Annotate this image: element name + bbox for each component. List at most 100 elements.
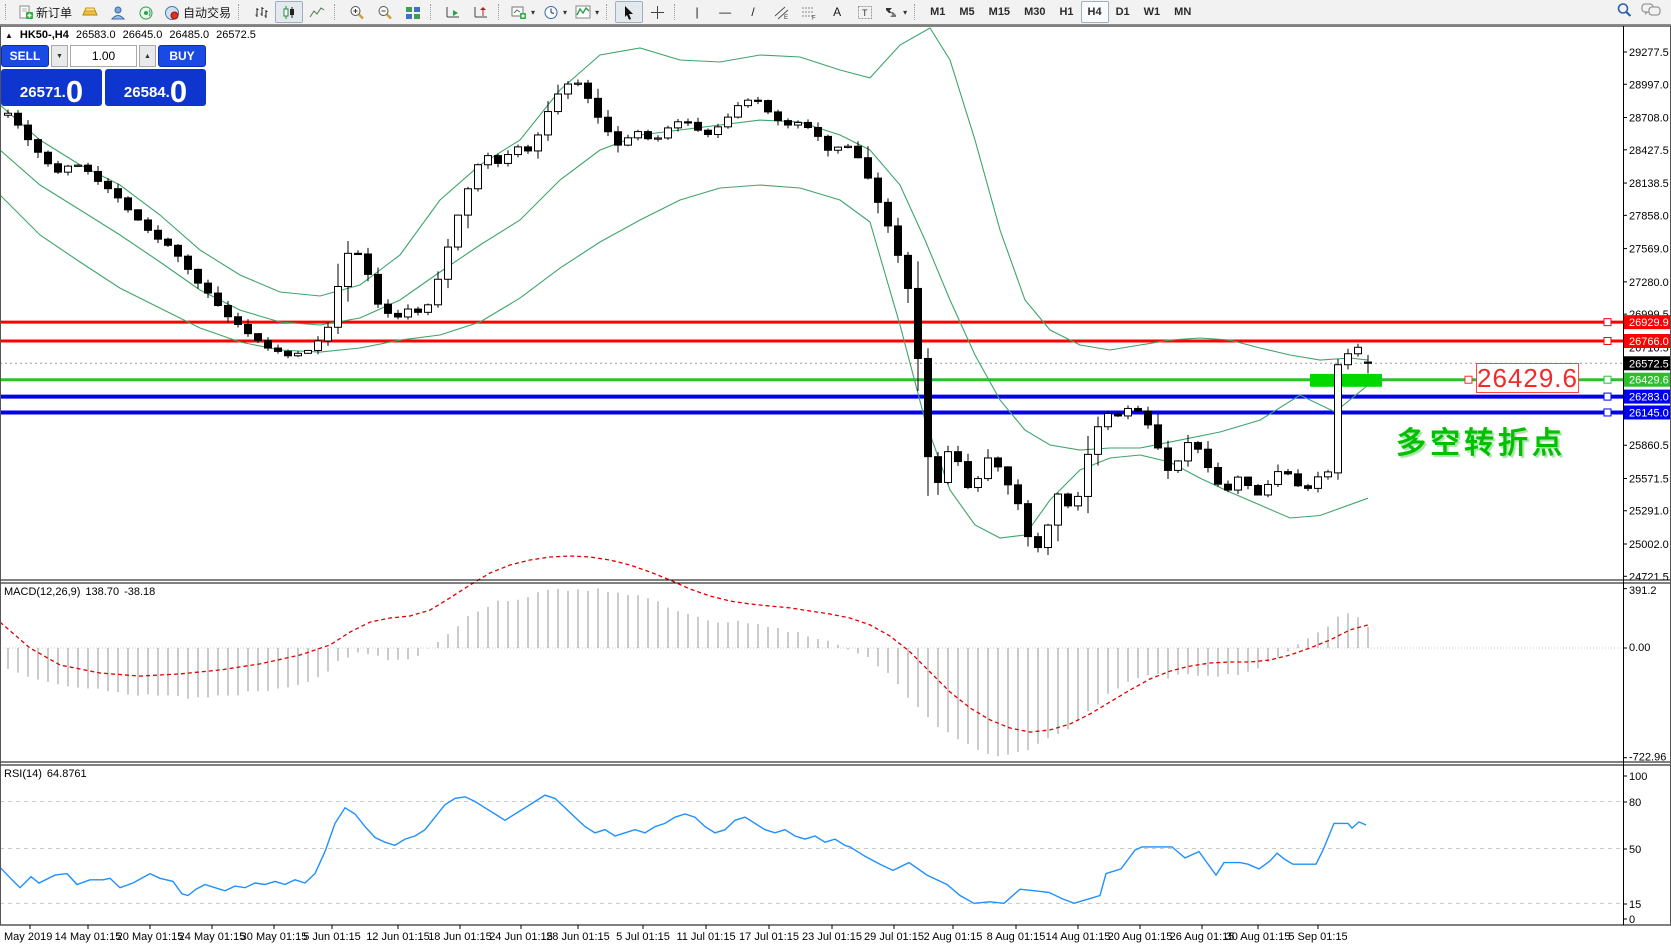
sell-price-big: 0 [65,73,84,109]
candle-body [554,93,562,113]
candle-body [604,116,612,133]
candle-body [504,154,512,164]
profile-button[interactable] [104,1,132,23]
candle-body [1024,503,1032,538]
candle-body [1204,448,1212,468]
candle-body [954,451,962,463]
new-order-button[interactable]: 新订单 [14,1,76,23]
candle-body [1154,424,1162,449]
toolbar-separator [674,4,680,20]
chart-shift-button[interactable] [467,1,495,23]
text-tool[interactable]: A [823,1,851,23]
volume-increase-button[interactable]: ▲ [139,45,156,67]
candle-body [244,323,252,335]
bollinger-middle-line [0,119,1369,451]
profile-icon [110,5,126,20]
text-label-tool[interactable]: T [851,1,879,23]
candle-body [724,116,732,128]
line-chart-button[interactable] [303,1,331,23]
candle-body [974,478,982,489]
deposit-button[interactable] [76,1,104,23]
time-tick-label: 5 Sep 01:15 [1288,931,1347,943]
auto-scroll-button[interactable] [439,1,467,23]
zoom-out-button[interactable] [371,1,399,23]
rsi-value: 64.8761 [46,768,87,780]
candle-body [434,278,442,306]
zoom-in-button[interactable] [343,1,371,23]
cursor-button[interactable] [615,1,644,23]
chat-icon[interactable] [1641,2,1661,23]
volume-input[interactable]: 1.00 [70,45,137,67]
fibonacci-tool[interactable]: F [795,1,823,23]
search-icon[interactable] [1616,2,1633,23]
timeframe-MN[interactable]: MN [1174,6,1192,18]
candle-body [984,457,992,480]
channel-tool[interactable]: E [767,1,795,23]
candle-body [594,97,602,118]
candle-body [644,131,652,140]
timeframe-M15[interactable]: M15 [988,6,1011,18]
pivot-price-box[interactable]: 26429.6 [1476,362,1579,393]
buy-price[interactable]: 26584. 0 [105,69,206,107]
horizontal-line-tool[interactable]: — [711,1,739,23]
candles-layer [4,79,1372,556]
candle-body [754,99,762,102]
candle-body [194,268,202,284]
buy-button[interactable]: BUY [158,45,206,67]
candle-body [284,350,292,357]
axis-tick-label: 0 [1629,914,1635,926]
timeframe-W1[interactable]: W1 [1143,6,1161,18]
autotrade-button[interactable]: 自动交易 [160,1,235,23]
candle-body [164,238,172,246]
bollinger-upper-line [0,27,1369,361]
candle-body [364,253,372,275]
time-tick-label: 24 May 01:15 [179,931,246,943]
crosshair-button[interactable] [643,1,671,23]
trendline-tool[interactable]: / [739,1,767,23]
axis-tick-label: 28427.5 [1629,145,1669,157]
tile-windows-button[interactable] [399,1,427,23]
volume-decrease-button[interactable]: ▼ [51,45,68,67]
chart-shift-icon [473,5,489,20]
candle-body [1364,361,1372,364]
price-axis[interactable]: 29277.5 28997.0 28708.0 28427.5 28138.5 27858… [1623,47,1670,926]
collapse-icon[interactable]: ▲ [5,30,13,40]
candle-body [704,129,712,136]
vertical-line-tool[interactable]: | [683,1,711,23]
candle-body [614,131,622,146]
pivot-note-text[interactable]: 多空转折点 [1396,427,1566,460]
candle-body [1214,466,1222,485]
candle-body [484,155,492,166]
candle-body [14,112,22,126]
timeframe-M1[interactable]: M1 [930,6,946,18]
candle-body [824,135,832,151]
highlight-rect[interactable] [1310,373,1382,387]
timeframe-D1[interactable]: D1 [1115,6,1130,18]
candlestick-chart-button[interactable] [275,1,304,23]
timeframe-M30[interactable]: M30 [1024,6,1046,18]
candle-body [1314,476,1322,489]
signals-button[interactable] [132,1,160,23]
bar-chart-button[interactable] [247,1,275,23]
timeframe-H1[interactable]: H1 [1059,6,1074,18]
rsi-name: RSI(14) [4,768,42,780]
svg-text:E: E [784,15,788,20]
axis-tick-label: 24721.5 [1629,571,1669,583]
timeframe-H4[interactable]: H4 [1080,1,1109,23]
periods-button[interactable]: ▾ [539,1,571,23]
candle-body [134,209,142,221]
axis-price-badge [1624,356,1670,371]
sell-price[interactable]: 26571. 0 [1,69,102,109]
zoom-in-icon [349,5,365,20]
axis-tick-label: 28708.0 [1629,113,1669,125]
sell-button[interactable]: SELL [1,45,49,67]
candle-body [864,157,872,179]
candle-body [854,145,862,159]
new-chart-button[interactable]: ▾ [507,1,539,23]
indicators-button[interactable]: ▾ [571,1,603,23]
candle-body [424,304,432,313]
timeframe-M5[interactable]: M5 [959,6,975,18]
arrows-tool[interactable]: ▾ [879,1,911,23]
